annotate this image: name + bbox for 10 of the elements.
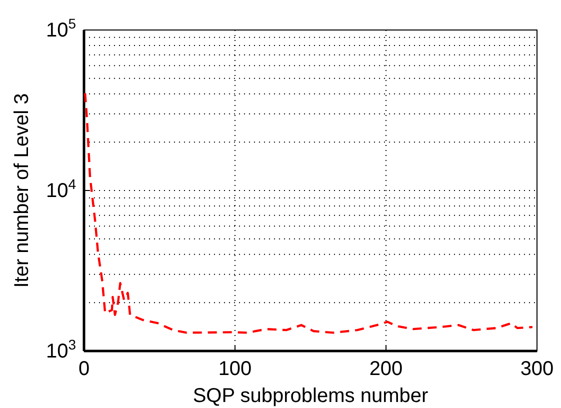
x-tick-label: 100 — [218, 358, 252, 380]
line-series — [84, 92, 534, 334]
x-tick-label: 200 — [369, 358, 403, 380]
y-tick-label: 10$^{3}$ — [46, 336, 76, 362]
x-axis-title: SQP subproblems number — [192, 385, 428, 407]
y-tick-label: 10$^{5}$ — [46, 15, 76, 42]
x-tick-label: 0 — [78, 358, 90, 380]
y-axis-title: Iter number of Level 3 — [11, 93, 33, 288]
y-tick-label: 10$^{4}$ — [46, 176, 76, 202]
x-tick-label: 300 — [520, 358, 554, 380]
